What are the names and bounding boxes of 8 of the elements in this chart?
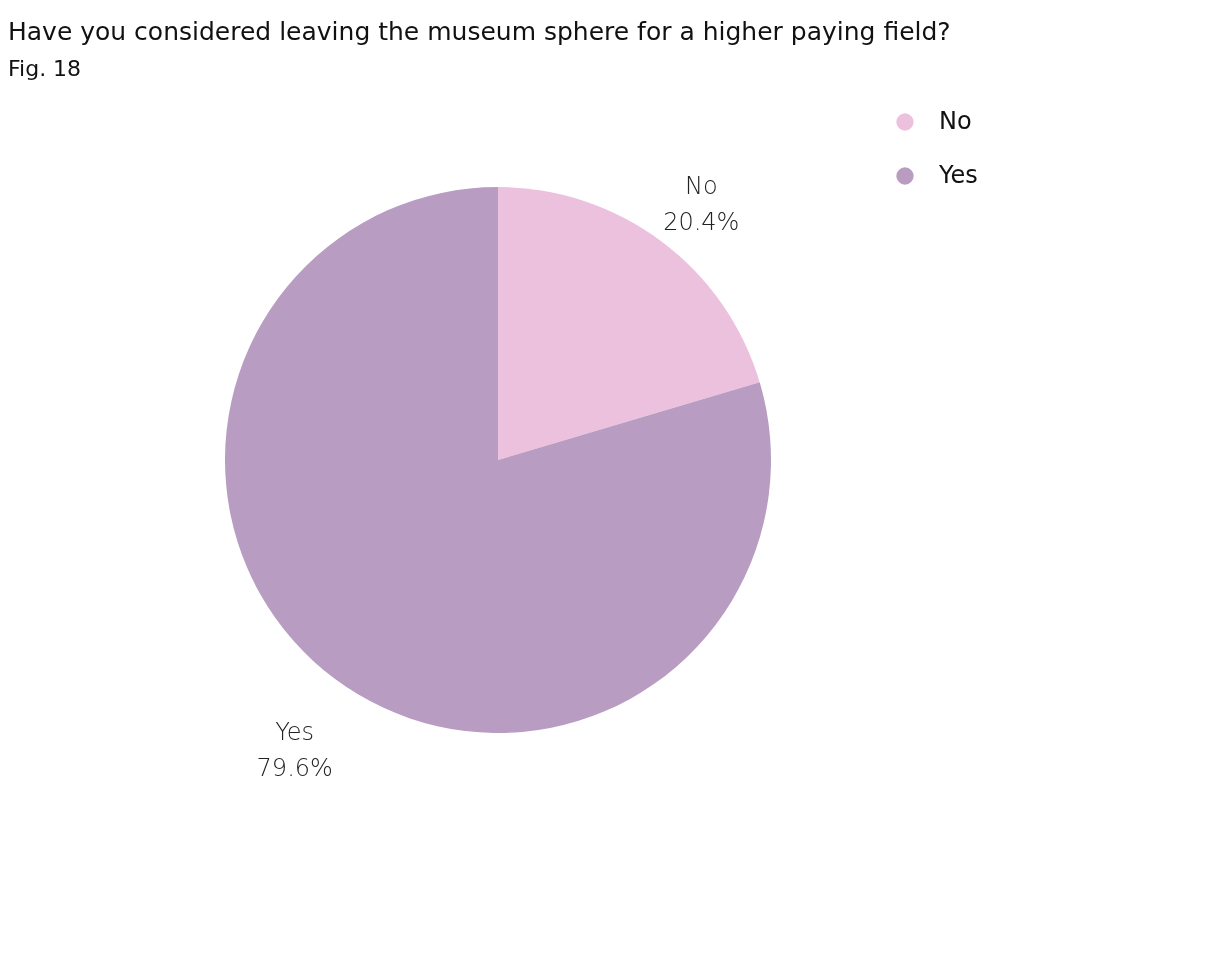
text: Fig. 18 bbox=[8, 56, 82, 81]
data-label: 20.4% bbox=[663, 208, 740, 237]
legend-label: Yes bbox=[938, 161, 978, 189]
slice-label: Yes bbox=[275, 717, 315, 746]
data-label: 79.6% bbox=[256, 753, 333, 782]
legend-label: No bbox=[939, 107, 972, 135]
chart-title: Have you considered leaving the museum sphere for a higher paying field? bbox=[8, 17, 951, 46]
slice-label: No bbox=[684, 172, 718, 201]
